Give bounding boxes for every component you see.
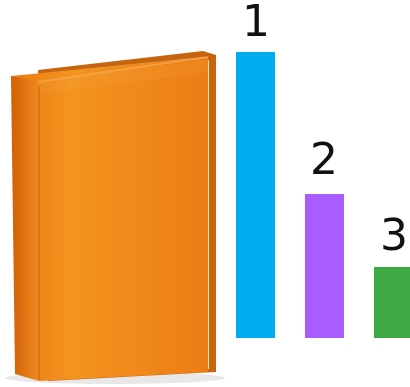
bar-label-3: 3 — [380, 210, 408, 261]
bar-1 — [236, 52, 275, 338]
bar-label-1: 1 — [242, 0, 270, 47]
bar-2 — [305, 194, 344, 338]
bar-3 — [374, 267, 410, 338]
bar-label-2: 2 — [310, 134, 338, 185]
book-icon — [5, 51, 225, 384]
